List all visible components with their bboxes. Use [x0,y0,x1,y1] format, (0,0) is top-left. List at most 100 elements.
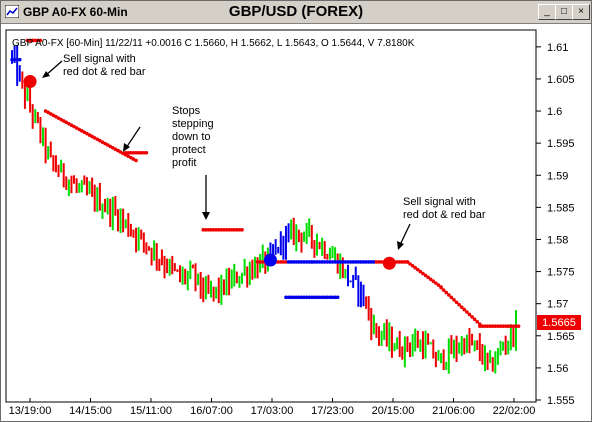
stop-dot [144,150,149,155]
stop-dot [286,295,291,300]
x-tick-label: 15/11:00 [130,405,172,417]
stop-dot [372,260,376,264]
stop-dot [312,295,317,300]
annotation-arrow [125,126,141,149]
stop-dot [503,324,508,328]
annotation-line: Stops [172,105,201,117]
stop-dot [15,57,19,62]
stop-dot [423,273,428,278]
stop-dot [284,260,288,264]
x-axis-ticks: 13/19:00 14/15:00 15/11:00 16/07:00 17/03:00… [9,398,535,417]
y-tick-label: 1.61 [547,42,568,54]
arrow-head [42,71,50,78]
stop-dot [229,228,234,232]
annotation-line: red dot & red bar [403,209,486,221]
stop-dot [403,260,407,264]
stop-dot [488,324,492,328]
stop-dot [330,260,335,264]
stop-dot [237,228,242,232]
stop-dot [408,262,412,266]
last-price-tag: 1.5665 [537,315,581,330]
stop-dot [333,260,337,264]
arrow-head [397,241,404,250]
stop-dot [395,260,399,264]
annotation-stops-stepping: Stops stepping down to protect profit [123,105,214,220]
chart-info-line: GBP A0-FX [60-Min] 11/22/11 +0.0016 C 1.… [12,38,415,49]
stop-dot [493,324,498,328]
stop-dot [224,228,229,232]
close-button[interactable]: × [572,4,590,20]
stop-dot [33,38,38,43]
y-tick-label: 1.59 [547,170,568,182]
arrow-head [123,143,130,152]
price-tag-box [537,315,581,330]
stop-dot [312,260,317,264]
stop-dot [346,260,350,264]
annotation-sell-signal-1: Sell signal with red dot & red bar [42,53,146,78]
arrow-head [202,212,210,220]
stop-dot [415,267,420,272]
stop-dot [325,260,330,264]
stop-dot [413,265,418,270]
stop-dot [291,260,296,264]
y-tick-label: 1.56 [547,363,568,375]
stop-dot [258,260,262,264]
stop-dot [428,277,433,282]
stop-dot [304,260,309,264]
x-tick-label: 20/15:00 [372,405,415,417]
y-tick-label: 1.6 [547,106,562,118]
x-tick-label: 21/06:00 [432,405,475,417]
stop-dot [307,295,312,300]
stop-dot [514,324,518,328]
stop-dots [10,38,521,328]
chart-app-icon [5,5,19,18]
stop-dot [286,260,291,264]
stop-dot [447,293,451,297]
stop-dot [478,324,482,328]
annotation-line: red dot & red bar [63,66,146,78]
stop-dot [397,260,402,264]
stop-dot [459,305,464,309]
stop-dot [364,260,368,264]
stop-dot [322,295,327,300]
stop-dot [449,295,454,300]
stop-dot [38,38,43,43]
stop-dot [426,275,430,280]
stop-dot [302,295,306,300]
y-tick-label: 1.58 [547,234,568,246]
signal-dot [382,256,396,270]
plot-area [5,29,537,403]
annotation-line: protect [172,144,206,156]
annotation-line: stepping [172,118,214,130]
stop-dot [341,260,345,264]
y-tick-label: 1.595 [547,138,575,150]
stop-dot [136,150,141,155]
stop-dot [201,228,206,232]
stop-dot [299,295,304,300]
stop-dot [353,260,358,264]
y-tick-label: 1.57 [547,299,568,311]
stop-dot [36,38,40,43]
stop-dot [501,324,505,328]
y-tick-label: 1.575 [547,267,575,279]
stop-dot [454,300,459,305]
stop-dot [227,228,231,232]
stop-dot [431,279,436,284]
stop-dot [320,260,324,264]
stop-dot [475,319,480,324]
stop-dot [307,260,312,264]
stop-dot [291,295,296,300]
stop-dot [299,260,304,264]
annotation-line: Sell signal with [63,53,136,65]
title-bar: GBP A0-FX 60-Min GBP/USD (FOREX) _ □ × [1,1,591,24]
stop-dot [25,38,30,43]
stop-dot [131,150,136,155]
stop-dot [219,228,224,232]
y-tick-label: 1.555 [547,395,575,407]
price-bars [11,45,517,374]
stop-dot [410,264,415,268]
stop-dot [17,57,22,62]
stop-dot [297,260,301,264]
signal-dot [23,75,37,89]
annotation-sell-signal-2: Sell signal with red dot & red bar [397,196,486,250]
